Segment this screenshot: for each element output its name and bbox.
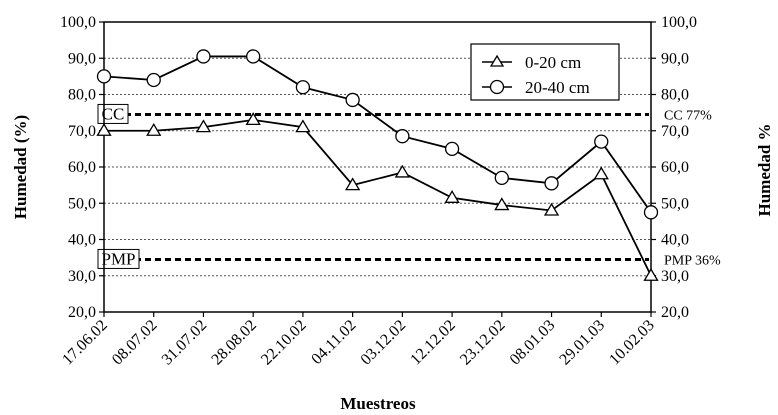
data-point-triangle (543, 202, 560, 216)
x-tick-label: 29.01.03 (556, 317, 608, 369)
x-tick-label: 08.01.03 (507, 317, 559, 369)
y-tick-label-left: 50,0 (68, 195, 96, 212)
data-point-circle (345, 92, 360, 108)
y-tick-label-left: 100,0 (60, 14, 96, 31)
reference-lines: CC CC 77% PMP PMP 36% (97, 103, 721, 269)
series-line-1 (103, 55, 652, 213)
y-tick-label-left: 70,0 (68, 123, 96, 140)
data-point-circle (395, 129, 410, 144)
y-tick-label-right: 90,0 (661, 50, 689, 67)
data-point-triangle (494, 197, 510, 211)
reference-label-left-cc: CC (102, 104, 125, 123)
x-tick-label: 22.10.02 (258, 317, 310, 369)
y-tick-label-left: 80,0 (68, 87, 96, 104)
y-tick-label-left: 60,0 (68, 159, 96, 176)
data-point-triangle (295, 119, 311, 133)
gridlines (104, 57, 651, 277)
data-point-triangle (195, 119, 212, 133)
data-point-circle (295, 80, 311, 95)
x-tick-label: 10.02.03 (606, 317, 658, 369)
y-axis-left: 20,0 30,0 40,0 50,0 60,0 70,0 80,0 90,0 100,0 (60, 14, 104, 321)
x-axis-title: Muestreos (340, 394, 416, 413)
data-point-triangle (245, 112, 261, 126)
y-tick-label-right: 70,0 (661, 123, 689, 140)
legend: 0-20 cm 20-40 cm (470, 43, 620, 101)
legend-marker-circle (489, 79, 505, 95)
legend-label-0: 0-20 cm (525, 53, 581, 72)
x-tick-label: 28.08.02 (208, 317, 260, 369)
x-tick-label: 03.12.02 (358, 317, 410, 369)
x-tick-label: 31.07.02 (159, 317, 211, 369)
y-tick-label-left: 20,0 (68, 304, 96, 321)
data-point-triangle (444, 190, 460, 203)
data-point-circle (146, 72, 161, 88)
y-tick-label-left: 30,0 (68, 268, 96, 285)
y-tick-label-right: 40,0 (661, 232, 689, 249)
y-axis-title: Humedad (%) (11, 115, 30, 219)
reference-label-right-pmp: PMP 36% (664, 253, 721, 268)
data-point-circle (96, 69, 112, 84)
data-point-triangle (593, 166, 609, 180)
data-point-triangle (643, 267, 659, 281)
data-point-triangle (394, 164, 411, 178)
x-tick-label: 08.07.02 (109, 317, 161, 369)
series-layer (96, 49, 659, 281)
y-tick-label-right: 20,0 (661, 304, 689, 321)
legend-label-1: 20-40 cm (525, 78, 590, 97)
y-tick-label-right: 30,0 (661, 268, 689, 285)
data-point-circle (494, 170, 509, 186)
y-tick-label-right: 100,0 (661, 14, 697, 31)
data-point-triangle (96, 122, 112, 136)
data-point-circle (246, 49, 261, 64)
reference-label-box-pmp (97, 248, 140, 269)
x-tick-label: 23.12.02 (457, 317, 509, 369)
series-line-0 (104, 118, 652, 277)
data-point-circle (196, 49, 211, 64)
y-tick-label-left: 40,0 (68, 232, 96, 249)
y-tick-label-right: 50,0 (661, 195, 689, 212)
x-tick-label: 12.12.02 (407, 317, 459, 369)
y2-axis-title: Humedad % (755, 123, 774, 216)
y-axis-right: 20,0 30,0 40,0 50,0 60,0 70,0 80,0 90,0 100,0 (651, 14, 697, 321)
data-point-circle (643, 205, 659, 220)
legend-marker-triangle (489, 54, 505, 67)
data-point-triangle (344, 177, 361, 191)
reference-label-box-cc (97, 103, 129, 124)
data-point-circle (544, 176, 559, 191)
data-point-triangle (146, 122, 162, 136)
reference-label-right-cc: CC 77% (664, 108, 712, 123)
x-tick-label: 17.06.02 (59, 317, 111, 369)
x-tick-label: 04.11.02 (308, 317, 359, 368)
reference-label-left-pmp: PMP (101, 249, 135, 268)
y-tick-label-right: 60,0 (661, 159, 689, 176)
data-point-circle (594, 134, 609, 149)
y-tick-label-left: 90,0 (68, 50, 96, 67)
x-axis: 17.06.0208.07.0231.07.0228.08.0222.10.02… (59, 312, 658, 368)
y-tick-label-right: 80,0 (661, 87, 689, 104)
data-point-circle (444, 141, 460, 157)
